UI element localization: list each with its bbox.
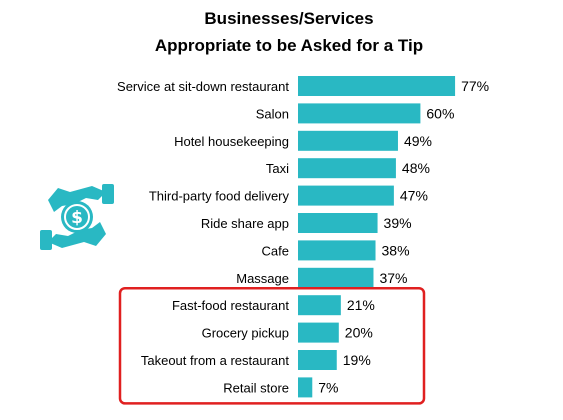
bar xyxy=(298,103,421,124)
value-label: 21% xyxy=(347,297,375,313)
value-label: 38% xyxy=(382,242,410,258)
bar xyxy=(298,377,313,398)
bars-layer xyxy=(298,76,456,398)
category-label: Taxi xyxy=(266,161,289,176)
value-label: 39% xyxy=(384,215,412,231)
value-label: 60% xyxy=(426,105,454,121)
dollar-sign: $ xyxy=(71,208,83,228)
category-label: Retail store xyxy=(223,380,289,395)
value-label: 48% xyxy=(402,160,430,176)
top-cuff-shape xyxy=(102,184,114,204)
bar xyxy=(298,295,341,316)
value-label: 7% xyxy=(318,379,338,395)
bar xyxy=(298,240,376,261)
category-label: Grocery pickup xyxy=(202,326,289,341)
hands-holding-dollar-coin-icon: $ xyxy=(40,184,114,250)
category-label: Fast-food restaurant xyxy=(172,298,289,313)
value-label: 77% xyxy=(461,78,489,94)
category-label: Cafe xyxy=(262,243,289,258)
dollar-coin-inner-ring xyxy=(64,204,90,230)
chart-title: Businesses/Services xyxy=(204,9,373,28)
category-label: Service at sit-down restaurant xyxy=(117,79,289,94)
bar xyxy=(298,322,339,343)
top-hand-shape xyxy=(48,186,106,212)
highlight-box xyxy=(118,286,426,405)
category-label: Ride share app xyxy=(201,216,289,231)
category-label: Takeout from a restaurant xyxy=(141,353,290,368)
bottom-cuff-shape xyxy=(40,230,52,250)
bar xyxy=(298,213,378,233)
value-label: 37% xyxy=(379,270,407,286)
chart-subtitle: Appropriate to be Asked for a Tip xyxy=(155,36,423,55)
category-label: Salon xyxy=(256,106,289,121)
category-label: Third-party food delivery xyxy=(149,189,290,204)
bottom-hand-shape xyxy=(48,222,106,248)
value-label: 19% xyxy=(343,352,371,368)
bar xyxy=(298,350,337,370)
value-labels-layer: 77% 60% 49% 48% 47% 39% 38% 37%21% 20% 19% 7% xyxy=(318,78,489,395)
value-label: 47% xyxy=(400,188,428,204)
bar xyxy=(298,267,374,288)
bar xyxy=(298,130,398,151)
bar xyxy=(298,158,396,179)
value-label: 20% xyxy=(345,325,373,341)
bar xyxy=(298,185,394,206)
bar xyxy=(298,76,456,96)
category-label: Massage xyxy=(236,271,289,286)
category-label: Hotel housekeeping xyxy=(174,134,289,149)
category-labels-layer: Service at sit-down restaurant Salon Hotel… xyxy=(117,79,289,395)
value-label: 49% xyxy=(404,133,432,149)
